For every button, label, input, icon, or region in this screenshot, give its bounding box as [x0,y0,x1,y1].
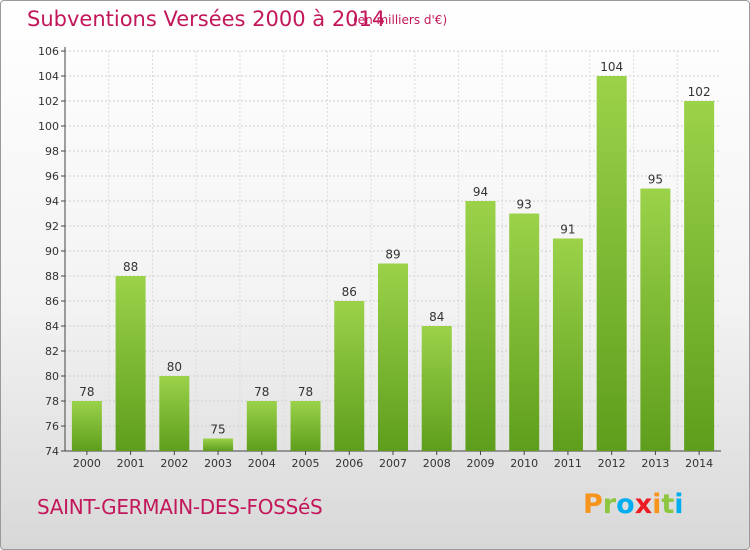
chart-unit: (en milliers d'€) [353,13,448,27]
y-tick-label: 90 [45,245,59,258]
bar-value-label: 75 [210,423,225,437]
x-tick-label: 2003 [204,457,232,470]
x-tick-label: 2014 [685,457,713,470]
bars [71,76,715,451]
y-tick-label: 76 [45,420,59,433]
y-tick-label: 86 [45,295,59,308]
bar-value-label: 84 [429,310,444,324]
bar-value-label: 78 [298,385,313,399]
y-tick-label: 100 [38,120,59,133]
x-tick-label: 2005 [292,457,320,470]
x-tick-label: 2006 [335,457,363,470]
chart-title: Subventions Versées 2000 à 2014 [27,7,386,31]
bar [246,401,277,451]
bar-value-label: 104 [600,60,623,74]
y-tick-label: 74 [45,445,59,458]
bar-value-label: 80 [167,360,182,374]
y-tick-label: 84 [45,320,59,333]
bar [465,201,496,451]
logo-letter: i [652,489,662,520]
bar [334,301,365,451]
bar [115,276,146,451]
bar [640,188,671,451]
bar-value-label: 86 [342,285,357,299]
x-tick-label: 2009 [466,457,494,470]
bar-value-label: 88 [123,260,138,274]
x-tick-label: 2013 [641,457,669,470]
y-tick-label: 94 [45,195,59,208]
proxiti-logo: Proxiti [583,489,684,520]
x-tick-label: 2000 [73,457,101,470]
y-tick-label: 98 [45,145,59,158]
y-tick-label: 82 [45,345,59,358]
logo-letter: P [583,489,603,520]
x-tick-label: 2002 [160,457,188,470]
x-tick-label: 2011 [554,457,582,470]
x-tick-label: 2012 [598,457,626,470]
bar [378,263,408,451]
bar-value-label: 102 [688,85,711,99]
bar-value-label: 95 [648,173,663,187]
x-tick-label: 2001 [117,457,145,470]
bar [203,438,234,451]
bar [509,213,540,451]
bar [71,401,102,451]
bar-value-label: 78 [254,385,269,399]
x-tick-label: 2007 [379,457,407,470]
bar [159,376,190,451]
y-tick-label: 104 [38,70,59,83]
y-tick-label: 92 [45,220,59,233]
bar [290,401,321,451]
bar [684,101,715,451]
x-tick-label: 2008 [423,457,451,470]
y-tick-label: 106 [38,45,59,58]
logo-letter: x [634,489,653,520]
bar [552,238,583,451]
logo-letter: t [661,489,675,520]
bar-value-label: 89 [385,248,400,262]
bar [596,76,627,451]
y-tick-label: 102 [38,95,59,108]
labels: 74 76 78 80 82 84 86 88 90 92 94 96 98 100 102 104 106 78… [38,45,713,470]
bar-value-label: 91 [560,223,575,237]
logo-letter: o [616,489,635,520]
logo-letter: r [602,489,617,520]
y-tick-label: 88 [45,270,59,283]
y-tick-label: 78 [45,395,59,408]
bar-value-label: 94 [473,185,488,199]
bar [421,326,452,451]
x-tick-label: 2004 [248,457,276,470]
bar-value-label: 93 [517,198,532,212]
y-tick-label: 80 [45,370,59,383]
x-tick-label: 2010 [510,457,538,470]
bar-value-label: 78 [79,385,94,399]
place-name: SAINT-GERMAIN-DES-FOSSéS [37,495,323,519]
logo-letter: i [674,489,684,520]
y-tick-label: 96 [45,170,59,183]
